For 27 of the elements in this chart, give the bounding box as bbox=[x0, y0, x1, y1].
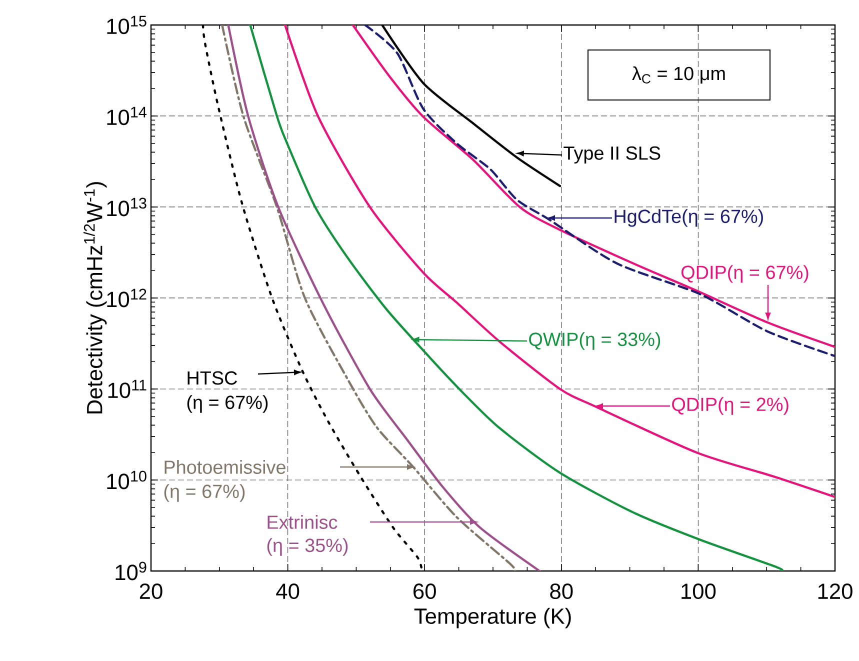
x-tick-label: 40 bbox=[276, 584, 300, 600]
annotation: QWIP(η = 33%) bbox=[529, 332, 660, 350]
y-tick-label: 10$^{13}$ bbox=[107, 198, 146, 216]
annotation: (η = 67%) bbox=[164, 484, 245, 502]
x-tick-label: 100 bbox=[682, 584, 716, 600]
x-tick-label: 20 bbox=[140, 584, 162, 600]
annotation: HTSC bbox=[188, 371, 237, 385]
x-tick-label: 120 bbox=[818, 584, 852, 600]
y-tick-label: 10$^{10}$ bbox=[107, 470, 146, 490]
annotation: λ$_{C}$ = 10 μm bbox=[632, 66, 725, 84]
y-axis-title: Detectivity (cmHz$^{1/2}$W$^{-1}$) bbox=[84, 182, 107, 414]
annotation: (η = 35%) bbox=[267, 538, 348, 556]
y-tick-label: 10$^{15}$ bbox=[107, 16, 146, 34]
annotation: HgCdTe(η = 67%) bbox=[614, 209, 763, 227]
y-tick-label: 10$^{12}$ bbox=[107, 288, 146, 308]
annotation: Type II SLS bbox=[564, 146, 660, 164]
annotation: (η = 67%) bbox=[187, 395, 268, 413]
annotation: QDIP(η = 2%) bbox=[672, 397, 788, 415]
x-tick-label: 60 bbox=[414, 584, 436, 600]
annotation: Extrinisc bbox=[268, 515, 338, 529]
x-tick-label: 80 bbox=[550, 584, 573, 600]
annotation: Photoemissive bbox=[164, 460, 286, 474]
y-tick-label: 10$^{14}$ bbox=[107, 106, 147, 126]
y-tick-label: 10$^{11}$ bbox=[108, 380, 146, 398]
y-tick-label: 10$^{9}$ bbox=[116, 562, 146, 580]
annotation: QDIP(η = 67%) bbox=[681, 265, 808, 283]
x-axis-title: Temperature (K) bbox=[414, 608, 571, 628]
